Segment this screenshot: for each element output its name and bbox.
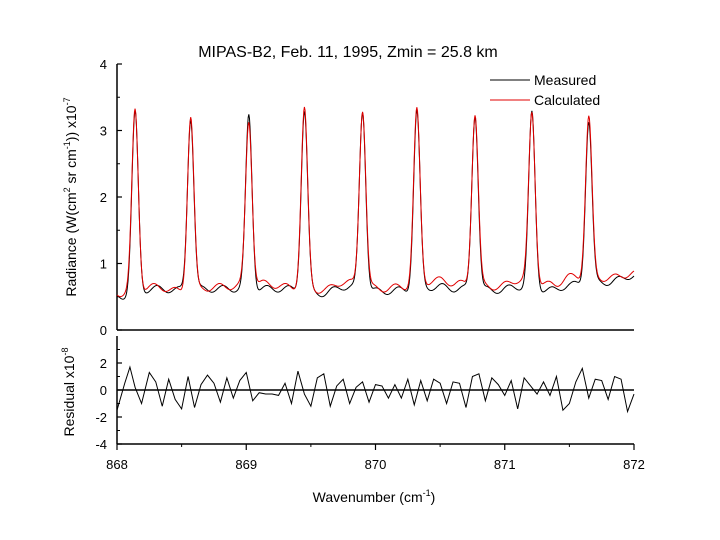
radiance-y-label-part: )) x10 [63, 105, 79, 141]
residual-y-label-sup: -8 [60, 348, 70, 356]
x-tick-label: 868 [106, 457, 128, 472]
radiance-y-ticks: 0 1 2 3 4 [100, 57, 122, 338]
residual-x-ticks: 868 869 870 871 872 [106, 444, 645, 472]
residual-y-tick-label: 2 [100, 356, 107, 371]
legend-label-calculated: Calculated [534, 92, 600, 108]
calculated-line [116, 106, 635, 298]
radiance-y-label: Radiance (W(cm2 sr cm-1)) x10-7 [62, 97, 79, 296]
radiance-y-tick-label: 0 [100, 323, 107, 338]
legend: Measured Calculated [490, 72, 600, 108]
x-tick-label: 872 [623, 457, 645, 472]
x-tick-label: 871 [494, 457, 516, 472]
x-axis-label-sup: -1 [423, 488, 431, 498]
radiance-y-label-sup: -1 [62, 141, 72, 149]
radiance-series [116, 106, 635, 300]
radiance-y-tick-label: 1 [100, 257, 107, 272]
chart-title: MIPAS-B2, Feb. 11, 1995, Zmin = 25.8 km [198, 44, 498, 61]
radiance-y-label-sup: -7 [62, 97, 72, 105]
residual-line [116, 365, 635, 414]
residual-y-ticks: -4 -2 0 2 [95, 349, 122, 452]
radiance-y-label-part: sr cm [63, 149, 79, 187]
residual-panel: -4 -2 0 2 868 869 870 871 872 Residual x10-8 Wa… [60, 336, 645, 505]
radiance-y-tick-label: 4 [100, 57, 107, 72]
legend-label-measured: Measured [534, 72, 596, 88]
x-axis-label-part: ) [431, 489, 436, 505]
residual-y-tick-label: -2 [95, 410, 107, 425]
measured-line [116, 110, 635, 300]
radiance-y-label-sup: 2 [62, 187, 72, 192]
x-tick-label: 870 [365, 457, 387, 472]
residual-series [116, 365, 635, 414]
radiance-y-tick-label: 3 [100, 124, 107, 139]
residual-y-tick-label: 0 [100, 383, 107, 398]
residual-y-label: Residual x10-8 [60, 348, 77, 437]
x-tick-label: 869 [235, 457, 257, 472]
x-axis-label: Wavenumber (cm-1) [313, 488, 436, 505]
residual-y-label-part: Residual x10 [61, 355, 77, 436]
radiance-y-tick-label: 2 [100, 190, 107, 205]
radiance-y-label-part: Radiance (W(cm [63, 192, 79, 296]
x-axis-label-part: Wavenumber (cm [313, 489, 423, 505]
residual-y-tick-label: -4 [95, 437, 107, 452]
